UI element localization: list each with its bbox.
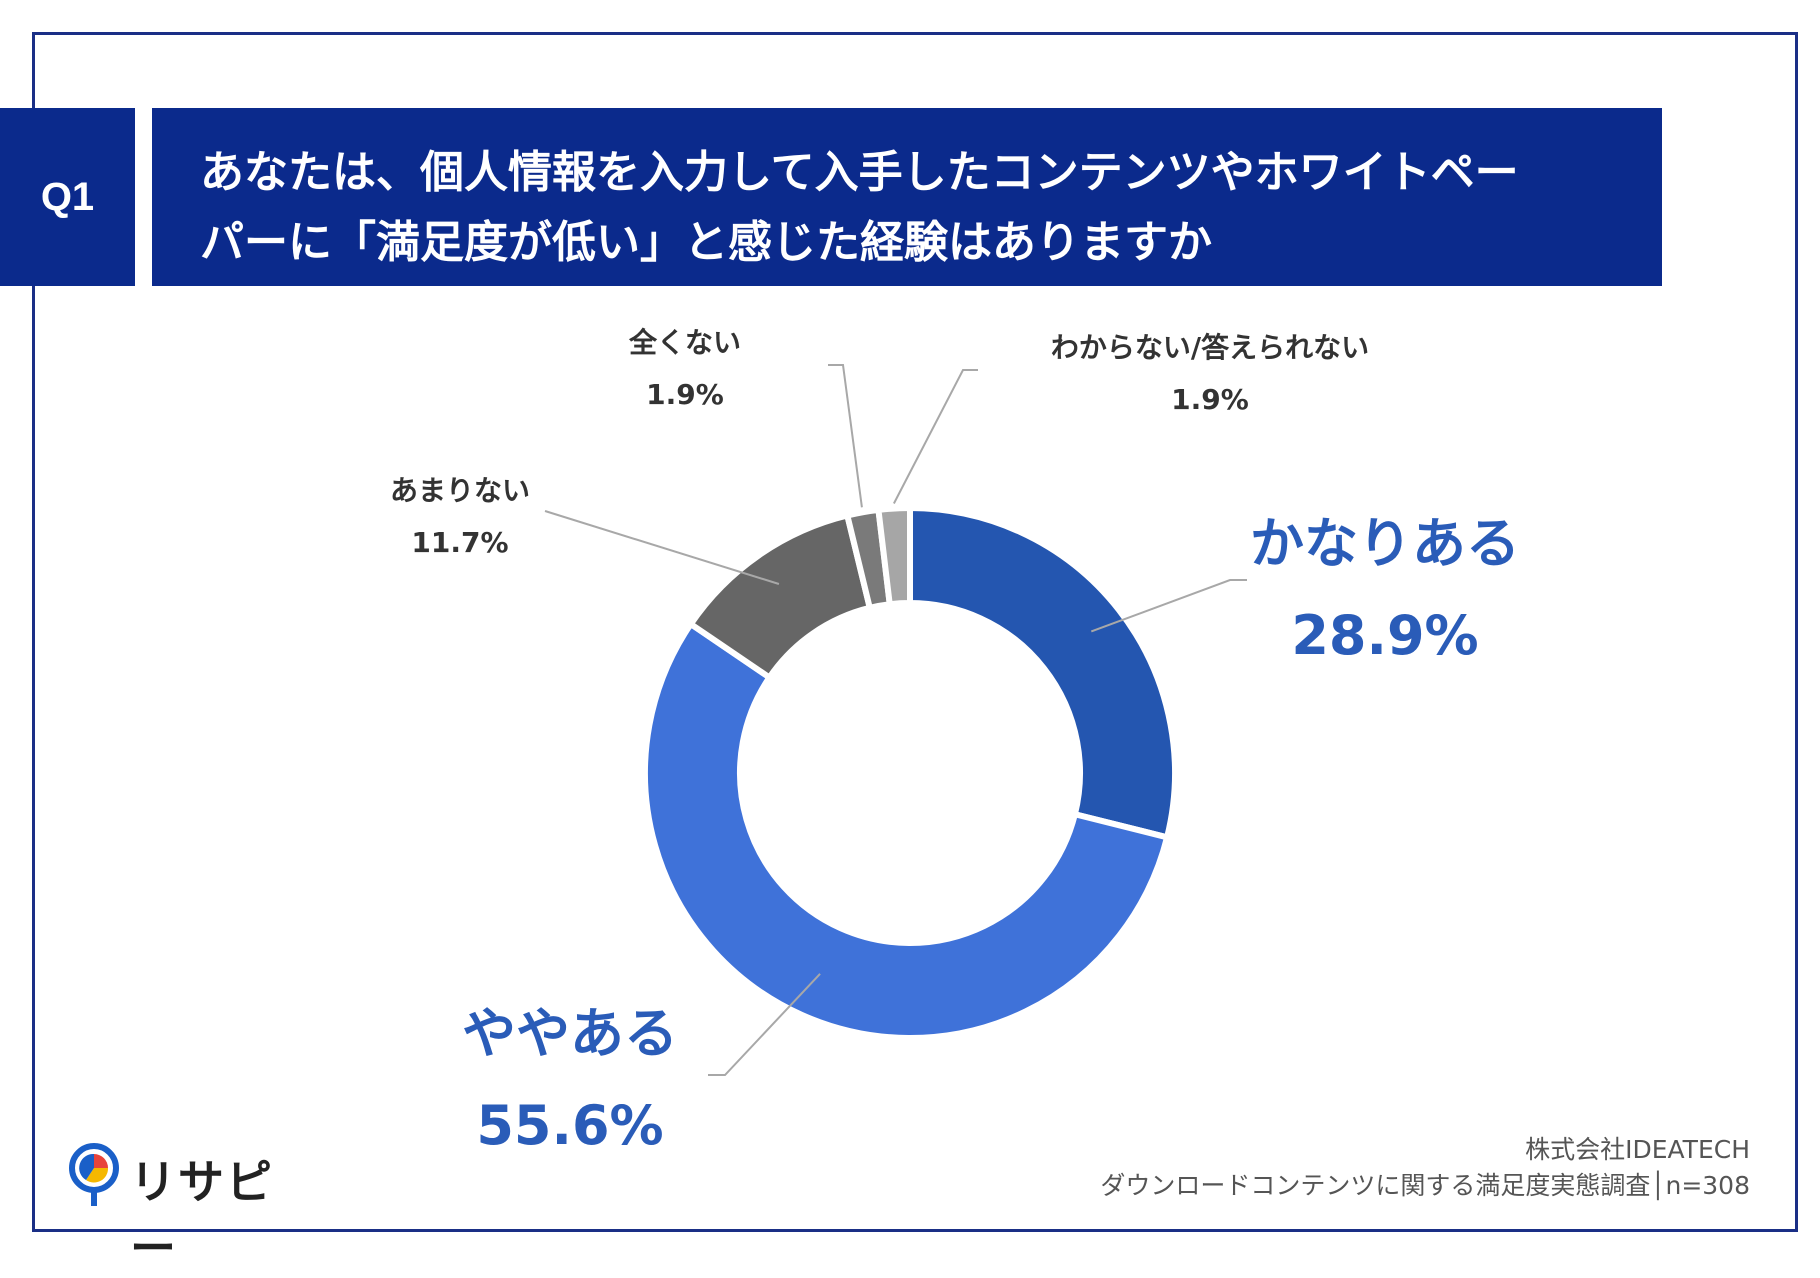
label-kanari-name: かなりある — [1250, 512, 1520, 575]
question-title-line1: あなたは、個人情報を入力して入手したコンテンツやホワイトペー — [200, 147, 1519, 198]
leader-line-1 — [708, 973, 821, 1076]
label-yaya: ややある 55.6% — [420, 988, 720, 1172]
label-amari-pct: 11.7% — [411, 526, 509, 559]
label-wakaranai-pct: 1.9% — [1171, 383, 1249, 416]
label-yaya-name: ややある — [462, 1002, 678, 1065]
label-kanari-pct: 28.9% — [1291, 604, 1479, 667]
question-title: あなたは、個人情報を入力して入手したコンテンツやホワイトペー パーに「満足度が低… — [152, 108, 1662, 286]
label-mattaku: 全くない 1.9% — [590, 317, 780, 421]
label-amari: あまりない 11.7% — [360, 465, 560, 569]
footer-survey: ダウンロードコンテンツに関する満足度実態調査│n=308 — [1100, 1171, 1750, 1200]
pin-icon — [69, 1143, 119, 1206]
leader-line-3 — [828, 364, 863, 508]
label-kanari: かなりある 28.9% — [1230, 498, 1540, 682]
leader-line-4 — [893, 369, 978, 504]
leader-line-2 — [544, 510, 780, 585]
donut-slice-4 — [875, 504, 913, 608]
footer: 株式会社IDEATECH ダウンロードコンテンツに関する満足度実態調査│n=30… — [1100, 1132, 1750, 1204]
label-wakaranai-name: わからない/答えられない — [1050, 331, 1370, 364]
slide-frame — [32, 32, 1798, 1232]
question-badge: Q1 — [0, 108, 135, 286]
label-amari-name: あまりない — [389, 474, 530, 507]
footer-company: 株式会社IDEATECH — [1525, 1135, 1750, 1164]
label-mattaku-pct: 1.9% — [646, 378, 724, 411]
donut-slice-0 — [907, 504, 1178, 841]
label-yaya-pct: 55.6% — [476, 1094, 664, 1157]
label-wakaranai: わからない/答えられない 1.9% — [1000, 322, 1420, 426]
label-mattaku-name: 全くない — [628, 326, 741, 359]
leader-line-0 — [1090, 579, 1247, 633]
logo: リサピー — [64, 1140, 294, 1275]
donut-slice-1 — [642, 619, 1171, 1041]
question-title-line2: パーに「満足度が低い」と感じた経験はありますか — [200, 217, 1212, 268]
logo-text: リサピー — [130, 1155, 274, 1275]
